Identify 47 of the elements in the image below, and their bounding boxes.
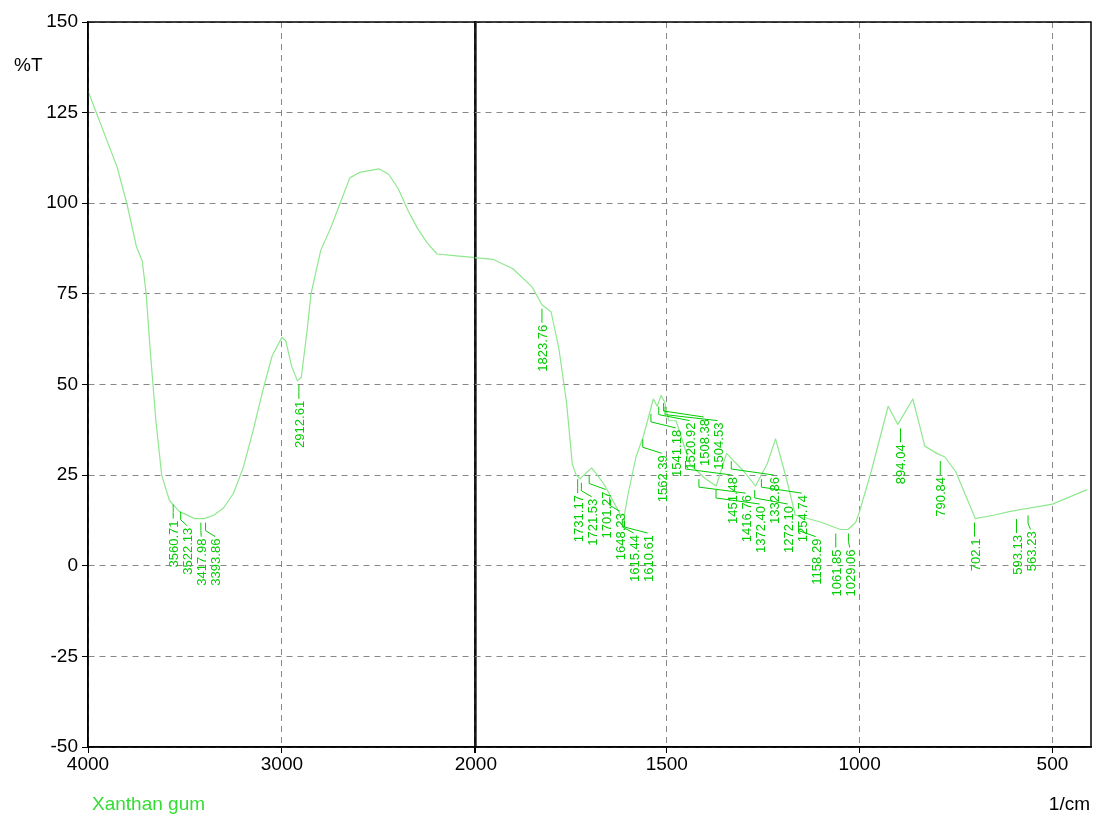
annotation: 1332.86 bbox=[766, 477, 782, 524]
annotation: 894.04 bbox=[893, 444, 909, 485]
y-tick-label: 25 bbox=[56, 463, 78, 485]
annotation: 1061.85 bbox=[828, 549, 844, 597]
annotation: 3522.13 bbox=[180, 527, 196, 575]
annotation: 1254.74 bbox=[794, 495, 810, 543]
annotation: 1372.40 bbox=[752, 506, 768, 553]
annotation: 593.13 bbox=[1009, 535, 1025, 575]
annotation: 2912.61 bbox=[291, 400, 307, 448]
y-tick-label: 125 bbox=[46, 100, 78, 122]
annotation: 1615.44 bbox=[626, 535, 642, 582]
annotation: 1508.38 bbox=[696, 419, 712, 466]
annotation: 1610.61 bbox=[640, 535, 656, 582]
x-tick-label: 1500 bbox=[645, 752, 688, 774]
annotation: 1731.17 bbox=[570, 495, 586, 543]
y-tick-label: 100 bbox=[46, 191, 78, 213]
annotation: 3393.86 bbox=[208, 538, 224, 586]
x-tick-label: 1000 bbox=[838, 752, 881, 774]
y-axis-title: %T bbox=[14, 54, 43, 76]
y-tick-label: -25 bbox=[50, 644, 78, 666]
annotation: 1504.53 bbox=[710, 422, 726, 470]
annotation: 1823.76 bbox=[534, 324, 550, 372]
annotation: 1416.76 bbox=[738, 495, 754, 543]
y-tick-label: 0 bbox=[67, 553, 78, 575]
x-tick-label: 500 bbox=[1036, 752, 1069, 774]
annotation: 563.23 bbox=[1023, 531, 1039, 572]
annotation: 1701.27 bbox=[598, 491, 614, 539]
y-tick-label: 75 bbox=[56, 282, 78, 304]
x-tick-label: 3000 bbox=[260, 752, 304, 774]
annotation: 1721.53 bbox=[584, 498, 600, 546]
annotation: 1272.10 bbox=[780, 506, 796, 553]
annotation: 3417.98 bbox=[194, 538, 210, 586]
annotation: 702.1 bbox=[967, 538, 983, 572]
x-axis-title: 1/cm bbox=[1048, 793, 1090, 815]
y-tick-label: 150 bbox=[46, 10, 78, 32]
annotation: 3560.71 bbox=[166, 520, 182, 568]
annotation: 1158.29 bbox=[808, 538, 824, 585]
annotation: 1541.18 bbox=[668, 429, 684, 477]
annotation: 790.84 bbox=[933, 477, 949, 517]
annotation: 1520.92 bbox=[682, 422, 698, 470]
annotation: 1029.06 bbox=[842, 549, 858, 597]
text: Xanthan gum bbox=[92, 793, 206, 815]
annotation: 1562.39 bbox=[654, 455, 670, 503]
y-tick-label: 50 bbox=[56, 372, 78, 394]
annotation: 1451.48 bbox=[724, 477, 740, 524]
annotation: 1648.23 bbox=[612, 513, 628, 561]
x-tick-label: 2000 bbox=[454, 752, 498, 774]
